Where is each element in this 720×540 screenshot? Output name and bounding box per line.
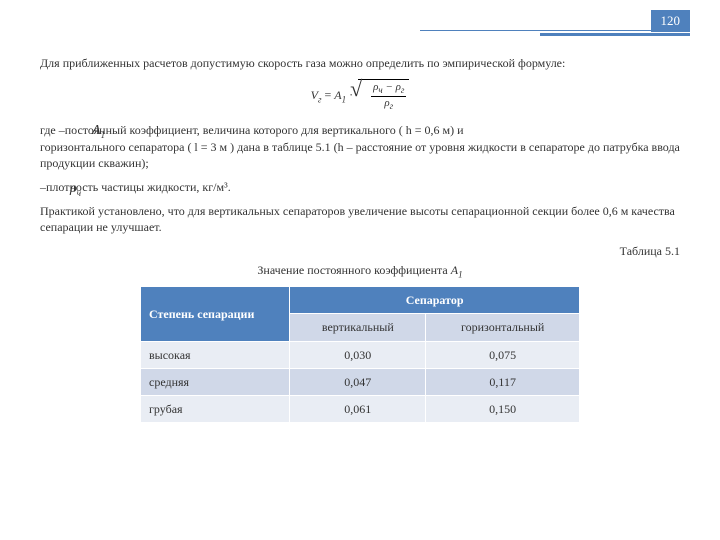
header-rule-thin	[420, 30, 690, 31]
table-row: средняя 0,047 0,117	[141, 368, 580, 395]
cell-vertical: 0,030	[290, 341, 426, 368]
formula: Vг = A1 · √ ρч − ρг ρг	[40, 79, 680, 112]
symbol-a1-inline: A1	[92, 122, 105, 141]
table-caption: Значение постоянного коэффициента A1	[40, 262, 680, 281]
formula-eq: =	[324, 88, 334, 102]
page-number: 120	[651, 10, 691, 32]
table-row: грубая 0,061 0,150	[141, 395, 580, 422]
cell-label: грубая	[141, 395, 290, 422]
th-degree: Степень сепарации	[141, 287, 290, 341]
cell-label: высокая	[141, 341, 290, 368]
practice-paragraph: Практикой установлено, что для вертикаль…	[40, 203, 680, 235]
where-line-1a: где –постоянный коэффициент, величина ко…	[40, 122, 680, 138]
table-row: высокая 0,030 0,075	[141, 341, 580, 368]
cell-horizontal: 0,150	[426, 395, 580, 422]
symbol-rho-inline: ρч	[70, 180, 81, 199]
intro-paragraph: Для приближенных расчетов допустимую ско…	[40, 55, 680, 71]
formula-fraction: ρч − ρг ρг	[368, 80, 409, 112]
th-vertical: вертикальный	[290, 314, 426, 341]
cell-horizontal: 0,117	[426, 368, 580, 395]
th-separator: Сепаратор	[290, 287, 580, 314]
where-line-1b: горизонтального сепаратора ( l = 3 м ) д…	[40, 139, 680, 171]
sqrt-sign-icon: √	[350, 78, 362, 100]
content-area: Для приближенных расчетов допустимую ско…	[40, 55, 680, 423]
formula-coef: A1	[334, 88, 346, 102]
table-number-label: Таблица 5.1	[40, 243, 680, 259]
cell-horizontal: 0,075	[426, 341, 580, 368]
formula-lhs: Vг	[311, 88, 322, 102]
table-header-row: Степень сепарации Сепаратор	[141, 287, 580, 314]
formula-sqrt: √ ρч − ρг ρг	[358, 79, 409, 112]
where-block: A1 где –постоянный коэффициент, величина…	[40, 122, 680, 195]
coefficient-table: Степень сепарации Сепаратор вертикальный…	[140, 286, 580, 423]
header-rule-thick	[540, 33, 690, 36]
where-line-2: –плотность частицы жидкости, кг/м³.	[40, 179, 680, 195]
cell-label: средняя	[141, 368, 290, 395]
cell-vertical: 0,047	[290, 368, 426, 395]
th-horizontal: горизонтальный	[426, 314, 580, 341]
cell-vertical: 0,061	[290, 395, 426, 422]
